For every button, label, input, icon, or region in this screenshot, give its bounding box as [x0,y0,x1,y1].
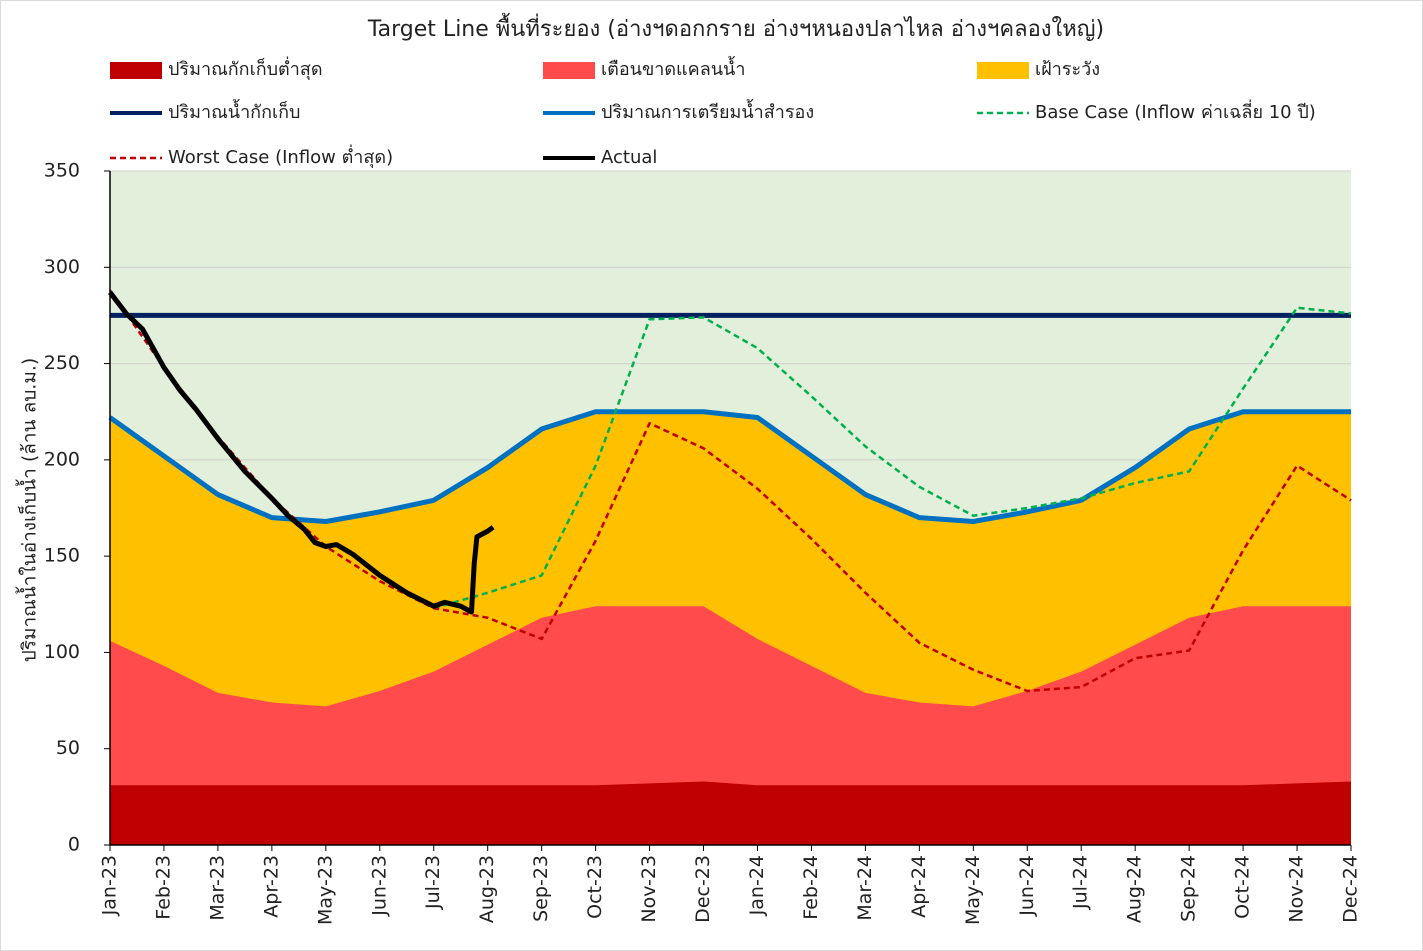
x-tick-label: Jun-24 [1016,855,1038,917]
legend-label: เตือนขาดแคลนน้ำ [601,56,745,80]
x-tick-label: Nov-24 [1286,855,1308,923]
area [110,781,1351,845]
legend-label: Actual [601,147,657,168]
x-tick-label: Mar-24 [854,855,876,921]
x-tick-label: Sep-23 [530,855,552,922]
x-tick-label: Oct-24 [1232,855,1254,919]
y-axis-label: ปริมาณน้ำในอ่างเก็บน้ำ (ล้าน ลบ.ม.) [16,358,41,663]
legend-label: Worst Case (Inflow ต่ำสุด) [168,144,393,168]
legend-label: ปริมาณกักเก็บต่ำสุด [168,56,323,80]
x-tick-label: Mar-23 [206,855,228,921]
y-tick-label: 100 [44,641,80,663]
x-tick-label: Feb-24 [800,855,822,920]
x-tick-label: Jan-23 [99,855,121,916]
legend-label: เฝ้าระวัง [1035,59,1100,80]
legend-label: Base Case (Inflow ค่าเฉลี่ย 10 ปี) [1035,99,1316,123]
x-tick-label: Dec-24 [1340,855,1362,923]
legend-label: ปริมาณน้ำกักเก็บ [168,99,300,123]
x-tick-label: Jun-23 [368,855,390,917]
x-tick-label: May-24 [962,855,984,925]
x-tick-label: Jul-23 [422,855,444,910]
legend-swatch [543,62,595,79]
y-tick-label: 250 [44,352,80,374]
line [433,306,1352,610]
y-tick-label: 150 [44,545,80,567]
line [108,409,1351,524]
legend-swatch [977,62,1029,79]
x-tick-label: May-23 [314,855,336,925]
x-tick-label: Dec-23 [692,855,714,923]
x-tick-label: Oct-23 [584,855,606,919]
x-tick-label: Sep-24 [1178,855,1200,922]
y-tick-label: 350 [44,160,80,182]
x-tick-label: Jan-24 [746,855,768,916]
x-tick-label: Jul-24 [1070,855,1092,910]
x-tick-label: Apr-24 [908,855,930,918]
y-tick-label: 50 [56,737,80,759]
chart-title: Target Line พื้นที่ระยอง (อ่างฯดอกกราย อ… [367,13,1104,42]
line [108,289,1352,693]
legend-swatch [110,62,162,79]
y-tick-label: 0 [68,834,80,856]
legend-label: ปริมาณการเตรียมน้ำสำรอง [601,99,814,123]
x-tick-label: Aug-23 [476,855,498,923]
line [108,290,495,615]
x-tick-label: Feb-23 [152,855,174,920]
x-tick-label: Aug-24 [1124,855,1146,923]
y-tick-label: 300 [44,256,80,278]
x-tick-label: Apr-23 [260,855,282,918]
x-tick-label: Nov-23 [638,855,660,923]
y-tick-label: 200 [44,448,80,470]
